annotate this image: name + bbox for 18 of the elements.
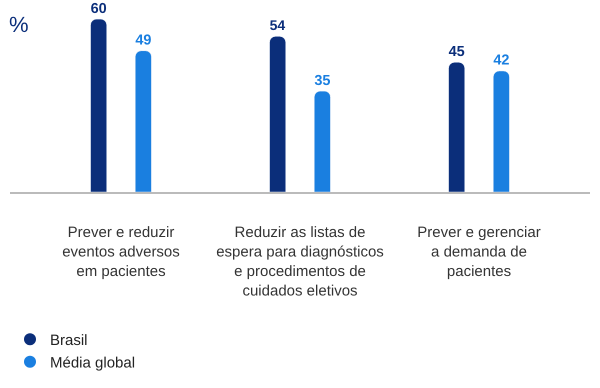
data-label: 35 bbox=[314, 72, 330, 89]
legend-label: Média global bbox=[50, 354, 136, 372]
bar bbox=[90, 18, 107, 192]
bar bbox=[135, 50, 152, 192]
bar bbox=[269, 36, 286, 192]
bar bbox=[448, 62, 465, 192]
data-label: 60 bbox=[90, 0, 107, 17]
data-label: 49 bbox=[135, 32, 152, 49]
y-axis-title: % bbox=[9, 12, 29, 37]
data-label: 45 bbox=[448, 44, 465, 60]
x-tick-label: Prever e gerenciar a demanda de pacientes bbox=[417, 224, 541, 280]
x-tick-label: Prever e reduzir eventos adversos em pacientes bbox=[62, 224, 180, 280]
legend-label: Brasil bbox=[50, 332, 88, 350]
bar bbox=[493, 70, 510, 192]
bar bbox=[314, 90, 331, 192]
x-tick-label: Reduzir as listas de espera para diagnósticos e procedimentos de cuidados eletivos bbox=[216, 224, 384, 300]
data-label: 42 bbox=[493, 52, 510, 69]
data-label: 54 bbox=[270, 17, 286, 34]
